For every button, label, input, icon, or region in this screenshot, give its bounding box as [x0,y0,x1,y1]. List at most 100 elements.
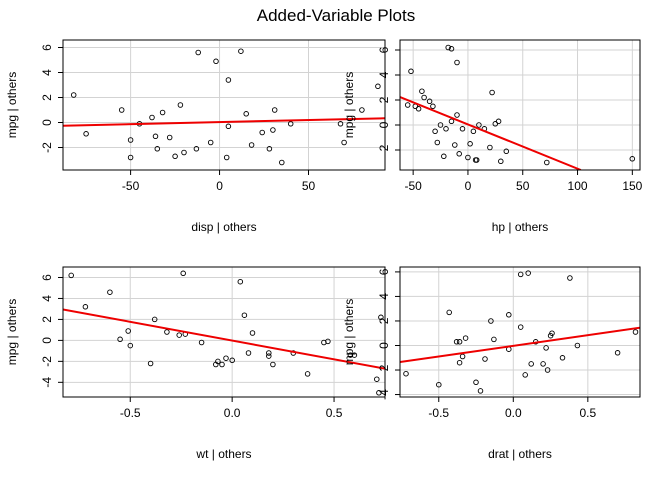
data-point [152,133,159,140]
data-point [82,304,89,310]
y-tick-label: 0 [40,119,54,126]
panel-wt: -0.5 0.0 0.5 -4 -2 0 2 4 6 wt | others mpg | other… [5,266,386,461]
data-point [147,360,154,367]
data-point [446,309,452,316]
data-point [498,158,504,165]
data-point [495,118,502,125]
data-point [215,358,221,365]
data-point [177,102,184,108]
data-point [68,272,74,279]
data-point [459,126,466,132]
data-point [404,102,411,108]
x-tick-label: -0.5 [428,406,449,420]
data-point [543,345,549,351]
data-point [287,121,294,127]
data-point [426,98,433,105]
data-point [456,339,463,345]
data-point [419,88,425,94]
panel-drat: -0.5 0.0 0.5 -4 -2 0 2 4 6 drat | others mpg | oth… [342,266,641,461]
x-tick-label: -0.5 [120,406,141,420]
data-point [166,134,173,141]
data-point [454,112,460,118]
y-tick-label: 4 [40,295,54,302]
data-point [223,355,229,361]
data-point [489,89,495,96]
data-point [445,44,451,51]
x-tick-label: 50 [516,179,530,193]
data-point [482,356,488,362]
data-point [225,123,232,130]
panel-hp: -50 0 50 100 150 -2 0 2 4 6 hp | others mpg | other… [342,39,643,234]
data-point [491,336,497,343]
x-tick-label: 150 [622,179,642,193]
x-tick-label: -50 [404,179,422,193]
data-point [149,114,155,121]
x-tick-label: 0 [465,179,472,193]
data-point [476,122,482,128]
data-point [219,361,225,368]
data-point [375,83,381,90]
data-point [271,107,278,113]
grid [63,267,385,397]
data-point [467,141,473,147]
x-tick-label: 0.5 [326,406,343,420]
data-point [70,92,77,98]
data-point [127,154,134,161]
data-point [459,353,466,360]
data-point [506,312,512,318]
points [70,48,381,166]
data-point [151,316,158,323]
grid [400,40,640,170]
data-point [559,355,566,361]
y-tick-label: -2 [377,364,391,375]
data-point [525,270,531,276]
grid [400,267,640,397]
data-point [528,361,534,367]
x-tick-label: 0.0 [224,406,241,420]
y-tick-label: 4 [40,69,54,76]
data-point [378,314,384,321]
data-point [473,157,480,163]
grid [63,40,385,170]
data-point [127,137,134,143]
data-point [443,126,449,132]
data-point [351,352,358,358]
data-point [225,77,232,83]
fit-line [63,308,385,370]
data-point [125,328,131,334]
data-point [465,154,471,161]
x-axis-label: hp | others [492,220,548,234]
plot-frame [62,39,386,171]
y-tick-label: -2 [40,356,54,367]
data-point [245,350,252,356]
data-point [503,148,510,155]
data-point [181,149,187,156]
x-tick-label: 100 [568,179,588,193]
data-point [249,330,256,336]
data-point [470,128,477,135]
data-point [448,118,455,125]
data-point [259,129,265,136]
x-tick-label: 0.0 [505,406,522,420]
x-tick-label: 0.5 [579,406,596,420]
data-point [159,109,166,116]
data-point [237,278,244,285]
data-point [154,146,161,152]
data-point [266,146,273,152]
data-point [441,153,447,160]
fit-line [400,96,582,170]
y-tick-label: 2 [377,96,391,103]
data-point [172,153,178,160]
y-tick-label: 4 [377,293,391,300]
x-tick-label: 0 [216,179,223,193]
data-point [456,151,462,157]
data-point [540,361,546,367]
data-point [266,353,272,359]
data-point [248,142,255,148]
plot-frame [399,266,641,398]
data-point [517,324,524,330]
data-point [337,121,344,127]
data-point [614,350,621,356]
y-axis-label: mpg | others [342,72,356,138]
